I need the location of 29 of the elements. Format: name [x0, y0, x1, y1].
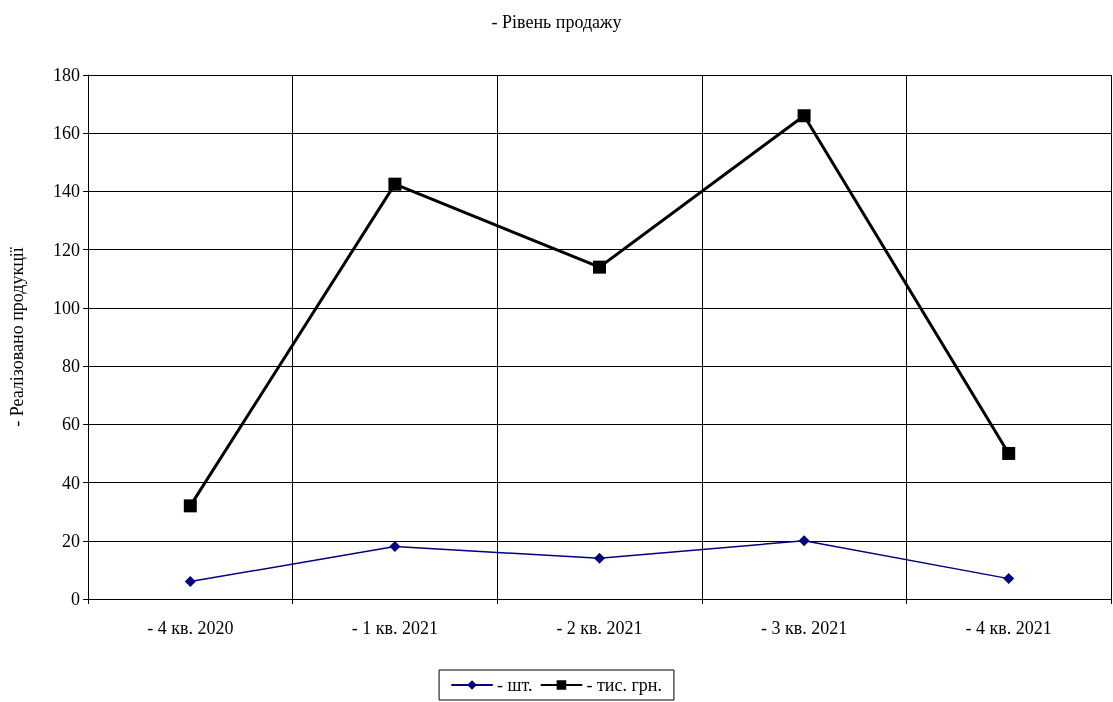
y-tick-label: 20 — [62, 530, 80, 551]
legend-label: - тис. грн. — [586, 675, 662, 695]
x-tick-label: - 2 кв. 2021 — [556, 618, 643, 638]
y-tick-label: 140 — [53, 181, 80, 202]
point — [388, 177, 402, 191]
point — [798, 535, 810, 547]
chart-title: - Рівень продажу — [491, 12, 622, 32]
point — [797, 109, 811, 123]
x-tick-label: - 1 кв. 2021 — [351, 618, 439, 638]
y-tick-label: 60 — [62, 414, 80, 435]
legend-label: - шт. — [497, 675, 533, 695]
point — [593, 260, 606, 274]
point — [183, 499, 197, 513]
point — [184, 576, 196, 588]
y-tick-label: 100 — [53, 297, 80, 318]
y-tick-label: 80 — [62, 356, 80, 377]
y-tick-label: 40 — [62, 472, 80, 493]
point — [594, 552, 605, 564]
y-tick-label: 0 — [71, 589, 80, 609]
y-tick-label: 180 — [53, 65, 80, 85]
x-tick-label: - 4 кв. 2021 — [965, 618, 1052, 638]
point — [1003, 573, 1015, 585]
x-tick-label: - 4 кв. 2020 — [147, 618, 234, 638]
y-tick-label: 160 — [53, 123, 80, 144]
y-tick-label: 120 — [53, 239, 80, 260]
point — [1002, 446, 1016, 460]
point — [389, 541, 401, 553]
x-tick-label: - 3 кв. 2021 — [760, 618, 848, 638]
y-axis-title: - Реалізовано продукції — [7, 247, 27, 427]
